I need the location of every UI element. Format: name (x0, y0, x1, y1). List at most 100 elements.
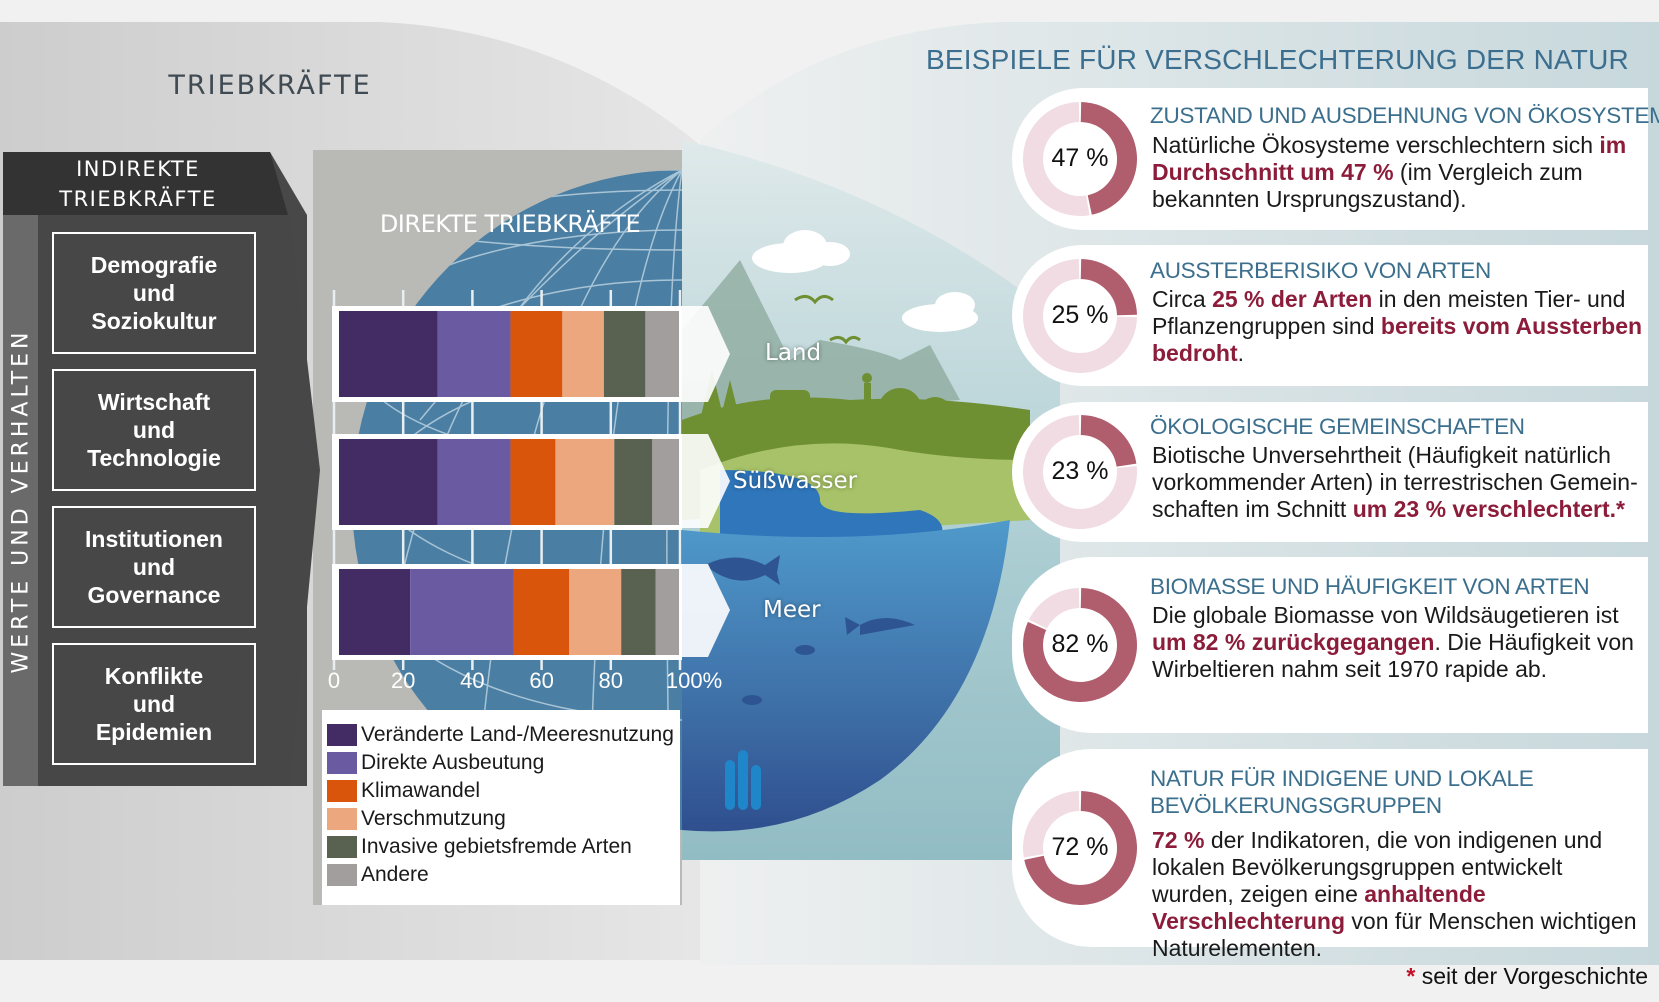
bar-segment-süßwasser (652, 439, 679, 525)
card-title-line: AUSSTERBERISIKO VON ARTEN (1150, 258, 1491, 283)
indirect-driver-economy: Wirtschaft und Technologie (52, 369, 256, 491)
highlight-text: bereits vom Aussterben bedroht (1152, 313, 1643, 366)
direct-drivers-chart (332, 290, 682, 670)
percent-donut (1023, 791, 1137, 905)
donut-rest-arc (1023, 791, 1080, 858)
card-body: Circa 25 % der Arten in den meisten Tier… (1152, 286, 1644, 367)
percent-label: 82 % (1051, 630, 1109, 658)
body-text: . Die Häufigkeit von Wirbeltieren nahm s… (1152, 629, 1634, 682)
legend-swatch (327, 752, 357, 774)
indirect-driver-label: Institutionen und Governance (85, 526, 223, 608)
indicator-card: 82 % BIOMASSE UND HÄUFIGKEIT VON ARTEN Die… (1012, 557, 1648, 733)
percent-donut (1023, 102, 1137, 216)
donut-value-arc (1080, 102, 1137, 215)
legend-item: Veränderte Land-/Meeresnutzung (327, 722, 674, 748)
card-title: ÖKOLOGISCHE GEMEINSCHAFTEN (1150, 413, 1642, 440)
percent-label: 25 % (1051, 300, 1109, 329)
indicator-card: 25 % AUSSTERBERISIKO VON ARTEN Circa 25 % … (1012, 245, 1648, 386)
card-title: ZUSTAND UND AUSDEHNUNG VON ÖKOSYSTEMEN (1150, 102, 1659, 129)
x-tick-label: 80 (598, 668, 624, 693)
bar-segment-meer (621, 569, 656, 655)
x-tick-label: 100% (665, 668, 723, 693)
indirect-driver-label: Demografie und Soziokultur (90, 252, 218, 334)
highlight-text: um 82 % zurückgegangen (1152, 629, 1435, 655)
card-body: 72 % der Indikatoren, die von indigenen … (1152, 827, 1644, 962)
donut-value-arc (1024, 791, 1137, 905)
bar-segment-land (437, 311, 511, 397)
bar-segment-meer (513, 569, 570, 655)
card-title-line: BIOMASSE UND HÄUFIGKEIT VON ARTEN (1150, 574, 1590, 599)
percent-donut (1023, 258, 1137, 373)
legend-item: Klimawandel (327, 778, 480, 804)
indirect-driver-demography: Demografie und Soziokultur (52, 232, 256, 354)
bar-segment-meer (655, 569, 679, 655)
card-title-line: NATUR FÜR INDIGENE UND LOKALE (1150, 766, 1534, 791)
highlight-text: im Durchschnitt um 47 % (1152, 132, 1627, 185)
card-title-line: BEVÖLKERUNGSGRUPPEN (1150, 793, 1442, 818)
body-text: Biotische Unversehrtheit (Häufigkeit nat… (1152, 442, 1638, 522)
bar-segment-süßwasser (614, 439, 653, 525)
card-body: Die globale Biomasse von Wildsäugetieren… (1152, 602, 1644, 683)
indirect-header-line-1: INDIREKTE (76, 157, 200, 181)
indirect-driver-label: Konflikte und Epidemien (95, 663, 213, 745)
indirect-drivers-header: INDIREKTE TRIEBKRÄFTE (3, 152, 273, 217)
percent-label: 72 % (1051, 833, 1109, 861)
card-body: Natürliche Ökosysteme verschlechtern sic… (1152, 132, 1644, 213)
percent-label: 23 % (1051, 457, 1109, 485)
bar-segment-süßwasser (437, 439, 511, 525)
legend-swatch (327, 780, 357, 802)
card-title: AUSSTERBERISIKO VON ARTEN (1150, 257, 1642, 284)
donut-rest-arc (1028, 588, 1080, 630)
card-body: Biotische Unversehrtheit (Häufigkeit nat… (1152, 442, 1644, 523)
card-title-line: ZUSTAND UND AUSDEHNUNG VON ÖKOSYSTEMEN (1150, 103, 1659, 128)
highlight-text: anhaltende Verschlechterung (1152, 881, 1486, 934)
bar-segment-land (339, 311, 438, 397)
body-text: von für Menschen wichtigen Naturelemente… (1152, 908, 1637, 961)
x-tick-label: 60 (529, 668, 554, 693)
footnote-star: * (1406, 963, 1416, 989)
donut-value-arc (1023, 588, 1137, 702)
body-text: Circa (1152, 286, 1213, 312)
legend-item: Verschmutzung (327, 806, 506, 832)
body-text: . (1237, 340, 1244, 366)
legend-item: Invasive gebietsfremde Arten (327, 834, 632, 860)
legend-label: Klimawandel (361, 779, 481, 802)
card-title-line: ÖKOLOGISCHE GEMEINSCHAFTEN (1150, 414, 1525, 439)
legend-label: Direkte Ausbeutung (361, 751, 545, 774)
indirect-header-line-2: TRIEBKRÄFTE (59, 187, 217, 211)
body-text: Die globale Biomasse von Wildsäugetieren… (1152, 602, 1619, 628)
bar-segment-land (645, 311, 679, 397)
indicator-card: 23 % ÖKOLOGISCHE GEMEINSCHAFTEN Biotische … (1012, 402, 1648, 542)
direct-drivers-title: DIREKTE TRIEBKRÄFTE (379, 210, 641, 238)
x-tick-label: 20 (390, 668, 416, 693)
legend-item: Direkte Ausbeutung (327, 750, 544, 776)
legend-swatch (327, 724, 357, 746)
x-tick-label: 0 (327, 668, 341, 693)
donut-value-arc (1080, 258, 1137, 316)
bar-segment-land (510, 311, 563, 397)
percent-label: 47 % (1051, 144, 1109, 172)
legend-label: Verschmutzung (361, 807, 506, 830)
scene-label-freshwater: Süßwasser (733, 468, 858, 494)
drivers-title: TRIEBKRÄFTE (168, 70, 372, 101)
scene-label-sea: Meer (763, 597, 821, 623)
legend-label: Andere (361, 863, 429, 886)
indirect-driver-institutions: Institutionen und Governance (52, 506, 256, 628)
chart-legend: Veränderte Land-/Meeresnutzung Direkte Au… (322, 710, 680, 905)
legend-label: Veränderte Land-/Meeresnutzung (361, 723, 674, 746)
highlight-text: 25 % der Arten (1212, 286, 1373, 312)
bar-segment-süßwasser (555, 439, 615, 525)
bar-segment-land (603, 311, 646, 397)
body-text: (im Vergleich zum bekannten Ursprungszus… (1152, 159, 1583, 212)
bar-segment-süßwasser (339, 439, 438, 525)
indirect-driver-conflicts: Konflikte und Epidemien (52, 643, 256, 765)
indicator-card: 72 % NATUR FÜR INDIGENE UND LOKALE BEVÖLKE… (1012, 749, 1648, 961)
body-text: Natürliche Ökosysteme verschlechtern sic… (1152, 132, 1600, 158)
percent-donut (1023, 415, 1137, 529)
footnote: * seit der Vorgeschichte (1406, 963, 1648, 990)
donut-rest-arc (1023, 415, 1137, 529)
legend-swatch (327, 864, 357, 886)
percent-donut (1023, 588, 1137, 702)
bar-segment-meer (410, 569, 514, 655)
legend-label: Invasive gebietsfremde Arten (361, 835, 632, 858)
